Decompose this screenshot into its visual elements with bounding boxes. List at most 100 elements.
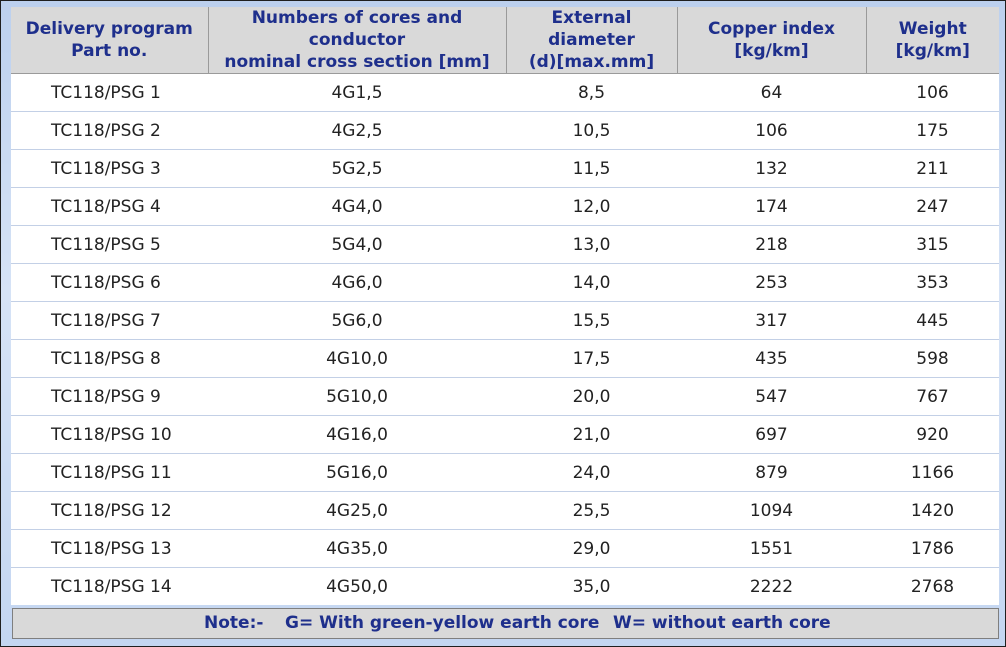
cores-cell: 5G6,0 xyxy=(208,302,506,340)
part-no-cell: TC118/PSG 7 xyxy=(11,302,208,340)
table-row: TC118/PSG 5 5G4,0 13,0 218 315 xyxy=(11,226,999,264)
note-green-yellow-earth: G= With green-yellow earth core xyxy=(285,609,599,638)
weight-cell: 106 xyxy=(866,74,999,112)
weight-cell: 175 xyxy=(866,112,999,150)
copper-index-cell: 435 xyxy=(677,340,866,378)
cores-cell: 4G16,0 xyxy=(208,416,506,454)
cable-spec-table-container: Delivery program Part no. Numbers of core… xyxy=(11,7,999,605)
diameter-cell: 12,0 xyxy=(506,188,677,226)
part-no-cell: TC118/PSG 10 xyxy=(11,416,208,454)
cores-cell: 4G6,0 xyxy=(208,264,506,302)
diameter-cell: 29,0 xyxy=(506,530,677,568)
header-diameter-text: External diameter (d)[max.mm] xyxy=(529,8,654,72)
cores-cell: 4G25,0 xyxy=(208,492,506,530)
weight-cell: 211 xyxy=(866,150,999,188)
header-part-no: Delivery program Part no. xyxy=(11,7,208,74)
header-copper-text: Copper index [kg/km] xyxy=(708,19,835,61)
part-no-cell: TC118/PSG 6 xyxy=(11,264,208,302)
header-copper-index: Copper index [kg/km] xyxy=(677,7,866,74)
header-cores-cross-section: Numbers of cores and conductor nominal cr… xyxy=(208,7,506,74)
part-no-cell: TC118/PSG 4 xyxy=(11,188,208,226)
table-row: TC118/PSG 3 5G2,5 11,5 132 211 xyxy=(11,150,999,188)
note-bar: Note:- G= With green-yellow earth core W… xyxy=(12,608,999,639)
table-row: TC118/PSG 9 5G10,0 20,0 547 767 xyxy=(11,378,999,416)
header-weight-text: Weight [kg/km] xyxy=(896,19,970,61)
copper-index-cell: 547 xyxy=(677,378,866,416)
cores-cell: 4G1,5 xyxy=(208,74,506,112)
table-header-row: Delivery program Part no. Numbers of core… xyxy=(11,7,999,74)
cores-cell: 4G4,0 xyxy=(208,188,506,226)
header-external-diameter: External diameter (d)[max.mm] xyxy=(506,7,677,74)
diameter-cell: 35,0 xyxy=(506,568,677,606)
cores-cell: 4G50,0 xyxy=(208,568,506,606)
copper-index-cell: 1551 xyxy=(677,530,866,568)
cores-cell: 5G10,0 xyxy=(208,378,506,416)
part-no-cell: TC118/PSG 3 xyxy=(11,150,208,188)
weight-cell: 2768 xyxy=(866,568,999,606)
weight-cell: 1420 xyxy=(866,492,999,530)
copper-index-cell: 697 xyxy=(677,416,866,454)
diameter-cell: 14,0 xyxy=(506,264,677,302)
diameter-cell: 25,5 xyxy=(506,492,677,530)
table-row: TC118/PSG 1 4G1,5 8,5 64 106 xyxy=(11,74,999,112)
part-no-cell: TC118/PSG 12 xyxy=(11,492,208,530)
diameter-cell: 13,0 xyxy=(506,226,677,264)
weight-cell: 598 xyxy=(866,340,999,378)
weight-cell: 445 xyxy=(866,302,999,340)
copper-index-cell: 317 xyxy=(677,302,866,340)
part-no-cell: TC118/PSG 11 xyxy=(11,454,208,492)
weight-cell: 920 xyxy=(866,416,999,454)
table-row: TC118/PSG 4 4G4,0 12,0 174 247 xyxy=(11,188,999,226)
table-row: TC118/PSG 7 5G6,0 15,5 317 445 xyxy=(11,302,999,340)
header-weight: Weight [kg/km] xyxy=(866,7,999,74)
copper-index-cell: 174 xyxy=(677,188,866,226)
diameter-cell: 20,0 xyxy=(506,378,677,416)
weight-cell: 767 xyxy=(866,378,999,416)
cores-cell: 5G2,5 xyxy=(208,150,506,188)
diameter-cell: 17,5 xyxy=(506,340,677,378)
header-part-no-text: Delivery program Part no. xyxy=(26,19,193,61)
table-row: TC118/PSG 10 4G16,0 21,0 697 920 xyxy=(11,416,999,454)
part-no-cell: TC118/PSG 13 xyxy=(11,530,208,568)
table-row: TC118/PSG 2 4G2,5 10,5 106 175 xyxy=(11,112,999,150)
cores-cell: 5G16,0 xyxy=(208,454,506,492)
weight-cell: 1786 xyxy=(866,530,999,568)
table-row: TC118/PSG 13 4G35,0 29,0 1551 1786 xyxy=(11,530,999,568)
part-no-cell: TC118/PSG 2 xyxy=(11,112,208,150)
weight-cell: 315 xyxy=(866,226,999,264)
diameter-cell: 10,5 xyxy=(506,112,677,150)
part-no-cell: TC118/PSG 14 xyxy=(11,568,208,606)
table-row: TC118/PSG 8 4G10,0 17,5 435 598 xyxy=(11,340,999,378)
table-row: TC118/PSG 12 4G25,0 25,5 1094 1420 xyxy=(11,492,999,530)
copper-index-cell: 218 xyxy=(677,226,866,264)
cores-cell: 5G4,0 xyxy=(208,226,506,264)
note-label: Note:- xyxy=(204,609,263,638)
cable-spec-table: Delivery program Part no. Numbers of core… xyxy=(11,7,999,605)
part-no-cell: TC118/PSG 9 xyxy=(11,378,208,416)
copper-index-cell: 2222 xyxy=(677,568,866,606)
part-no-cell: TC118/PSG 1 xyxy=(11,74,208,112)
diameter-cell: 11,5 xyxy=(506,150,677,188)
part-no-cell: TC118/PSG 5 xyxy=(11,226,208,264)
header-cores-text: Numbers of cores and conductor nominal cr… xyxy=(224,8,489,72)
weight-cell: 1166 xyxy=(866,454,999,492)
weight-cell: 247 xyxy=(866,188,999,226)
diameter-cell: 24,0 xyxy=(506,454,677,492)
note-without-earth: W= without earth core xyxy=(613,609,831,638)
copper-index-cell: 253 xyxy=(677,264,866,302)
part-no-cell: TC118/PSG 8 xyxy=(11,340,208,378)
diameter-cell: 21,0 xyxy=(506,416,677,454)
diameter-cell: 8,5 xyxy=(506,74,677,112)
table-row: TC118/PSG 14 4G50,0 35,0 2222 2768 xyxy=(11,568,999,606)
cores-cell: 4G10,0 xyxy=(208,340,506,378)
weight-cell: 353 xyxy=(866,264,999,302)
table-row: TC118/PSG 6 4G6,0 14,0 253 353 xyxy=(11,264,999,302)
cores-cell: 4G35,0 xyxy=(208,530,506,568)
diameter-cell: 15,5 xyxy=(506,302,677,340)
copper-index-cell: 64 xyxy=(677,74,866,112)
copper-index-cell: 1094 xyxy=(677,492,866,530)
copper-index-cell: 106 xyxy=(677,112,866,150)
table-row: TC118/PSG 11 5G16,0 24,0 879 1166 xyxy=(11,454,999,492)
copper-index-cell: 132 xyxy=(677,150,866,188)
